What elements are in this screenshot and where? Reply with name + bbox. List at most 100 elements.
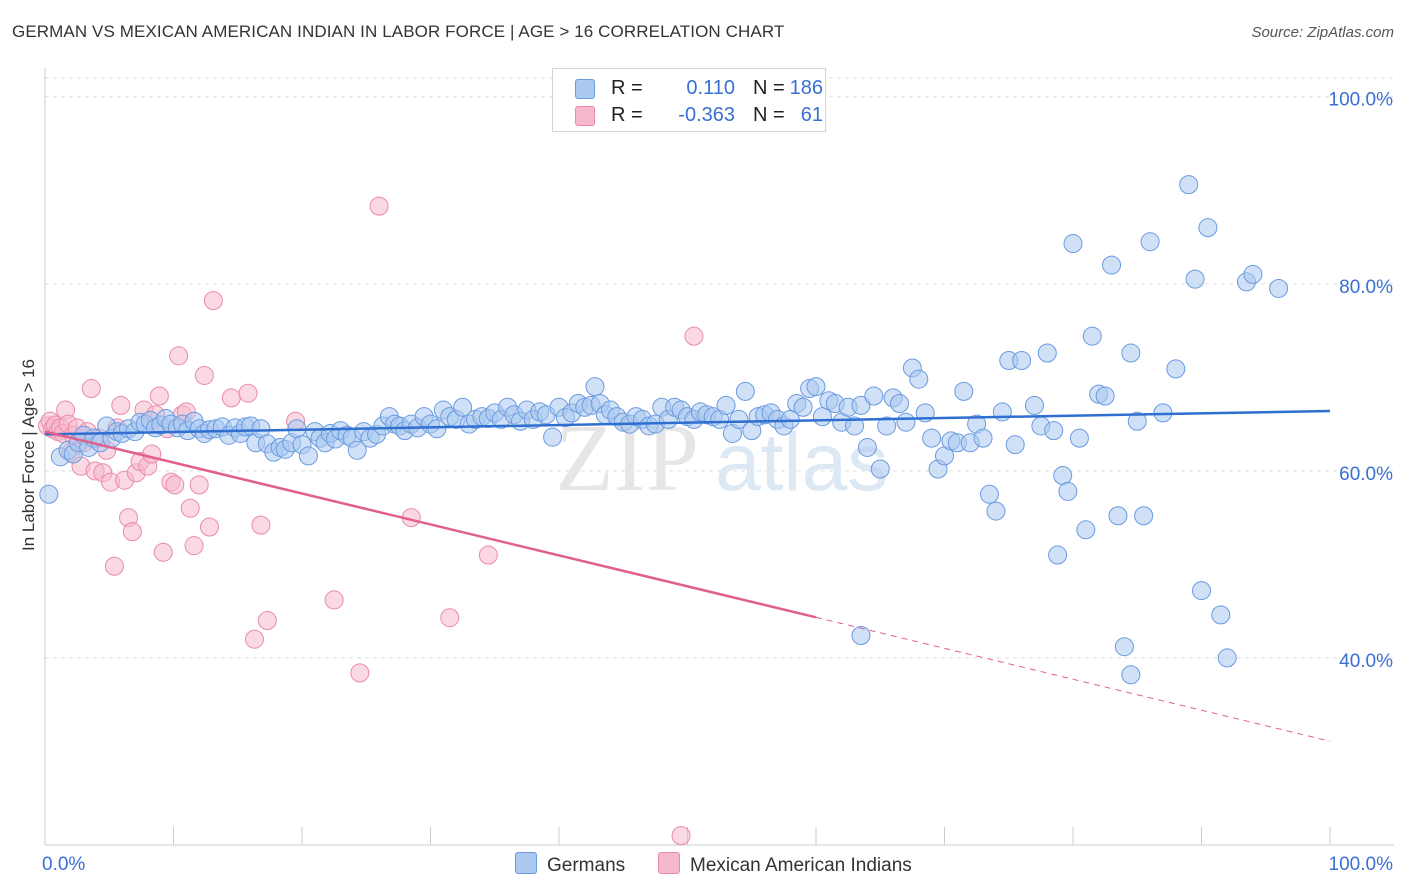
data-point-mexican-american-indians (149, 386, 169, 406)
series-mexican-american-indians-points (38, 196, 704, 846)
bottom-legend-mexican-american-indians: Mexican American Indians (658, 852, 912, 876)
data-point-germans (1058, 481, 1078, 501)
legend-swatch-germans (575, 79, 595, 99)
data-point-germans (857, 437, 877, 457)
legend-r-label: R = (611, 104, 643, 126)
legend-r-value: -0.363 (678, 104, 735, 126)
data-point-germans (1044, 421, 1064, 441)
data-point-mexican-american-indians (104, 556, 124, 576)
data-point-germans (543, 427, 563, 447)
data-point-mexican-american-indians (478, 545, 498, 565)
data-point-germans (1121, 665, 1141, 685)
data-point-mexican-american-indians (671, 826, 691, 846)
data-point-mexican-american-indians (122, 522, 142, 542)
data-point-germans (1217, 648, 1237, 668)
data-point-germans (1166, 359, 1186, 379)
data-point-germans (851, 395, 871, 415)
data-point-germans (1198, 218, 1218, 238)
data-point-germans (1005, 435, 1025, 455)
data-point-mexican-american-indians (684, 326, 704, 346)
data-point-germans (1012, 350, 1032, 370)
legend-swatch-mexican-american-indians (575, 106, 595, 126)
data-point-mexican-american-indians (251, 515, 271, 535)
y-tick-label: 100.0% (1329, 90, 1394, 111)
data-point-germans (1069, 428, 1089, 448)
data-point-germans (1121, 343, 1141, 363)
tick-labels: 100.0% 80.0% 60.0% 40.0% 0.0% 100.0% (42, 90, 1393, 875)
data-point-germans (347, 440, 367, 460)
data-point-germans (1269, 278, 1289, 298)
source-label: Source: ZipAtlas.com (1251, 24, 1394, 41)
data-point-mexican-american-indians (184, 536, 204, 556)
y-tick-label: 40.0% (1339, 651, 1393, 672)
data-point-mexican-american-indians (180, 498, 200, 518)
trend-lines (44, 409, 1331, 742)
data-point-germans (986, 501, 1006, 521)
legend-r-value: 0.110 (686, 77, 735, 99)
bottom-legend-label-mexican-american-indians: Mexican American Indians (690, 855, 912, 876)
data-point-mexican-american-indians (350, 663, 370, 683)
data-point-mexican-american-indians (238, 383, 258, 403)
data-point-germans (1095, 386, 1115, 406)
data-point-germans (954, 381, 974, 401)
data-point-germans (1140, 232, 1160, 252)
correlation-legend: R = 0.110 N = 186 R = -0.363 N = 61 (552, 68, 826, 132)
data-point-germans (845, 416, 865, 436)
data-point-mexican-american-indians (221, 388, 241, 408)
data-point-germans (1053, 466, 1073, 486)
data-point-germans (716, 395, 736, 415)
data-point-germans (1192, 581, 1211, 601)
data-point-germans (1185, 269, 1205, 289)
trend-line-germans (44, 409, 1331, 436)
data-point-germans (1063, 234, 1083, 254)
data-point-germans (890, 394, 910, 414)
data-point-germans (864, 386, 884, 406)
data-point-germans (1024, 395, 1044, 415)
data-point-germans (851, 625, 871, 645)
data-point-mexican-american-indians (194, 365, 214, 385)
data-point-germans (896, 412, 916, 432)
data-point-mexican-american-indians (153, 542, 173, 562)
data-point-mexican-american-indians (199, 517, 219, 537)
data-point-germans (973, 428, 993, 448)
data-point-mexican-american-indians (169, 346, 189, 366)
data-point-germans (1114, 637, 1134, 657)
data-point-germans (39, 484, 59, 504)
data-point-mexican-american-indians (324, 590, 344, 610)
data-point-germans (298, 446, 318, 466)
x-tick-label: 100.0% (1329, 854, 1394, 875)
data-point-germans (1127, 411, 1147, 431)
trend-line-mexican-american-indians-extrapolated (815, 616, 1331, 742)
data-point-germans (1082, 326, 1102, 346)
bottom-legend-germans: Germans (515, 852, 625, 876)
data-point-mexican-american-indians (440, 608, 460, 628)
data-point-germans (793, 397, 813, 417)
trend-line-mexican-american-indians (44, 430, 817, 619)
data-point-mexican-american-indians (165, 475, 185, 495)
data-point-germans (877, 416, 897, 436)
data-point-germans (1102, 255, 1122, 275)
y-tick-label: 60.0% (1339, 464, 1393, 485)
data-point-mexican-american-indians (369, 196, 389, 216)
data-point-germans (806, 377, 826, 397)
x-tick-label: 0.0% (42, 854, 85, 875)
data-point-germans (1037, 343, 1057, 363)
chart-title: GERMAN VS MEXICAN AMERICAN INDIAN IN LAB… (12, 22, 785, 41)
data-point-mexican-american-indians (189, 475, 209, 495)
data-point-germans (1076, 520, 1096, 540)
data-point-mexican-american-indians (244, 629, 264, 649)
data-point-mexican-american-indians (111, 395, 131, 415)
legend-r-label: R = (611, 77, 643, 99)
data-point-germans (427, 419, 447, 439)
bottom-legend-label-germans: Germans (547, 855, 626, 876)
data-point-germans (1243, 264, 1263, 284)
data-point-germans (585, 377, 605, 397)
legend-n-value: 186 (789, 77, 823, 99)
data-point-germans (979, 484, 999, 504)
axes (44, 68, 1394, 846)
y-axis-label: In Labor Force | Age > 16 (19, 359, 38, 551)
data-point-germans (1108, 506, 1128, 526)
legend-n-label: N = (753, 77, 785, 99)
data-point-germans (1048, 545, 1068, 565)
legend-n-label: N = (753, 104, 785, 126)
